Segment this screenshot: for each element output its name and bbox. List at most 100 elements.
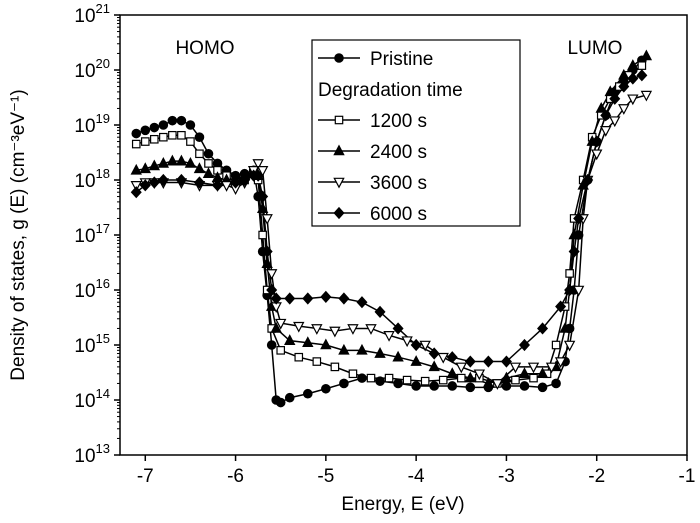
y-tick-label: 1020 bbox=[74, 56, 110, 82]
marker bbox=[261, 245, 273, 258]
marker bbox=[347, 324, 359, 335]
marker bbox=[158, 120, 169, 130]
marker bbox=[455, 362, 467, 374]
marker bbox=[157, 156, 170, 168]
marker bbox=[356, 296, 368, 309]
marker bbox=[130, 181, 142, 192]
marker bbox=[375, 376, 385, 386]
marker bbox=[256, 166, 269, 177]
marker bbox=[294, 352, 304, 362]
marker bbox=[438, 375, 448, 385]
legend-label: Pristine bbox=[370, 49, 433, 70]
y-tick-base: 10 bbox=[74, 61, 95, 82]
marker bbox=[270, 292, 282, 305]
marker bbox=[212, 179, 224, 192]
marker bbox=[194, 132, 205, 143]
annotation: LUMO bbox=[568, 38, 623, 59]
marker bbox=[186, 137, 195, 146]
marker bbox=[366, 373, 376, 383]
marker bbox=[618, 104, 630, 115]
legend-marker bbox=[334, 53, 344, 63]
marker bbox=[256, 202, 269, 214]
marker bbox=[600, 126, 612, 137]
y-tick-label: 1019 bbox=[74, 111, 110, 137]
marker bbox=[627, 94, 639, 106]
marker bbox=[529, 373, 538, 383]
x-axis-label: Energy, E (eV) bbox=[341, 494, 464, 515]
marker bbox=[284, 334, 296, 345]
marker bbox=[519, 381, 530, 391]
marker bbox=[252, 159, 264, 170]
marker bbox=[330, 362, 340, 372]
marker bbox=[595, 101, 607, 113]
y-tick-label: 1014 bbox=[74, 386, 110, 412]
marker bbox=[239, 173, 251, 187]
x-tick-label: -5 bbox=[317, 466, 334, 487]
marker bbox=[564, 283, 576, 297]
marker bbox=[357, 373, 367, 383]
marker bbox=[411, 381, 421, 391]
marker bbox=[374, 347, 386, 358]
marker bbox=[491, 379, 504, 390]
marker bbox=[257, 190, 269, 203]
marker bbox=[582, 173, 594, 187]
x-tick-label: -3 bbox=[498, 466, 515, 487]
y-tick-base: 10 bbox=[74, 171, 95, 192]
marker bbox=[537, 382, 548, 393]
marker bbox=[401, 336, 413, 348]
marker bbox=[276, 346, 286, 355]
marker bbox=[177, 130, 186, 140]
y-tick-label: 1015 bbox=[74, 331, 110, 357]
marker bbox=[536, 367, 549, 379]
y-tick-base: 10 bbox=[74, 336, 95, 357]
marker bbox=[456, 373, 466, 383]
marker bbox=[252, 169, 264, 182]
marker bbox=[437, 352, 449, 364]
marker bbox=[591, 135, 603, 148]
marker bbox=[193, 176, 205, 189]
marker bbox=[518, 338, 530, 352]
marker bbox=[329, 326, 341, 338]
marker bbox=[140, 137, 150, 146]
marker bbox=[465, 382, 476, 393]
marker bbox=[482, 376, 495, 388]
marker bbox=[166, 154, 179, 166]
marker bbox=[636, 69, 648, 82]
marker bbox=[167, 115, 178, 126]
marker bbox=[140, 125, 151, 136]
marker bbox=[627, 72, 639, 85]
marker bbox=[565, 269, 574, 278]
marker bbox=[609, 92, 621, 105]
marker bbox=[148, 176, 160, 189]
marker bbox=[446, 351, 458, 364]
marker bbox=[320, 290, 332, 303]
marker bbox=[604, 85, 616, 97]
y-tick-label: 1013 bbox=[74, 441, 110, 467]
y-tick-label: 1017 bbox=[74, 221, 110, 247]
marker bbox=[563, 340, 576, 352]
legend-label: 3600 s bbox=[370, 173, 427, 194]
marker bbox=[568, 228, 580, 240]
y-tick-base: 10 bbox=[74, 116, 95, 137]
legend-marker bbox=[333, 206, 345, 220]
y-tick-exponent: 14 bbox=[96, 386, 110, 401]
marker bbox=[184, 156, 197, 168]
marker bbox=[551, 340, 561, 350]
marker bbox=[175, 154, 188, 166]
marker bbox=[149, 122, 160, 133]
marker bbox=[338, 292, 350, 305]
legend-label: 1200 s bbox=[370, 111, 427, 132]
marker bbox=[572, 285, 585, 297]
marker bbox=[551, 378, 561, 389]
marker bbox=[203, 148, 214, 159]
marker bbox=[568, 245, 580, 258]
marker bbox=[501, 381, 512, 391]
marker bbox=[410, 355, 422, 366]
marker bbox=[428, 360, 440, 372]
marker bbox=[640, 90, 653, 102]
marker bbox=[139, 162, 151, 174]
marker bbox=[446, 367, 458, 379]
marker bbox=[339, 378, 349, 389]
marker bbox=[266, 283, 278, 297]
